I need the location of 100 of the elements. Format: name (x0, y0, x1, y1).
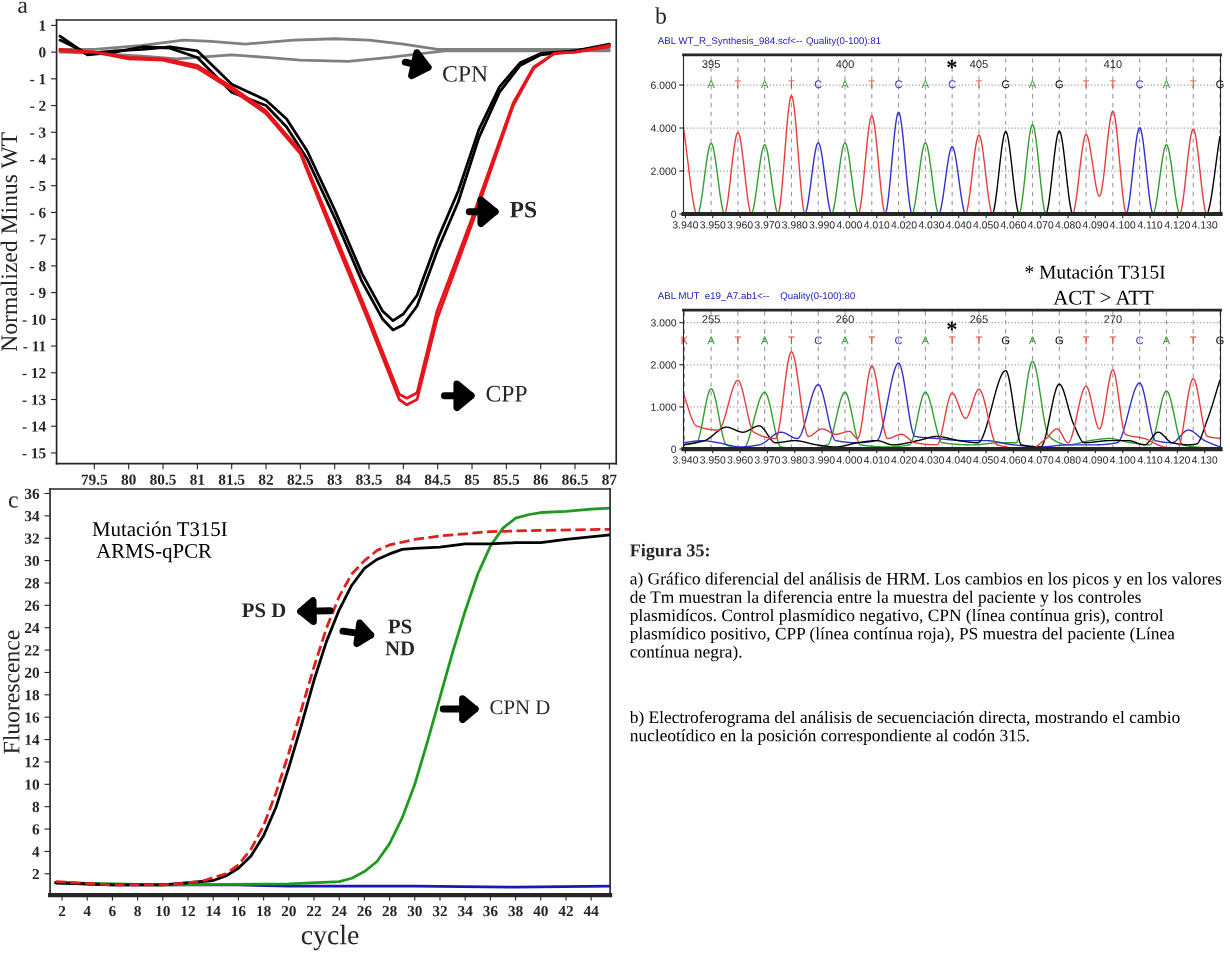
x-tick-label: 4.090 (1082, 221, 1108, 229)
y-tick-label: 36 (24, 488, 40, 499)
y-tick-label: 0 (671, 210, 677, 218)
x-tick-label: 87 (602, 474, 617, 485)
x-tick-label: 3.970 (754, 456, 781, 464)
x-tick-label: 4.050 (973, 221, 999, 229)
y-tick-label: - 4 (30, 154, 46, 165)
y-tick-label: 12 (25, 757, 39, 768)
x2-tick-label: 270 (1104, 315, 1122, 324)
x-tick-label: 2 (58, 905, 66, 917)
text: ABL WT_R_Synthesis_984.scf<-- (657, 36, 803, 47)
x-tick-label: 30 (407, 905, 422, 917)
x-tick-label: 81 (190, 474, 205, 485)
x-tick-label: 3.970 (754, 221, 781, 229)
x-tick-label: 8 (134, 905, 141, 917)
x-tick-label: 82.5 (287, 474, 314, 485)
x-tick-label: 4.080 (1055, 456, 1081, 464)
x-tick-label: 83.5 (356, 474, 382, 485)
chart-title: b (655, 7, 666, 24)
y-tick-label: - 9 (30, 287, 46, 299)
text: Quality(0-100):81 (806, 36, 881, 47)
x-tick-label: 6 (109, 905, 116, 917)
x-tick-label: 14 (206, 905, 221, 917)
y-tick-label: 8 (32, 801, 40, 813)
x-tick-label: 4.010 (863, 456, 890, 464)
y-tick-label: 6.000 (651, 81, 677, 89)
x-tick-label: 3.940 (672, 221, 699, 229)
x-tick-label: 4.050 (973, 456, 999, 464)
x2-tick-label: 405 (969, 60, 988, 69)
x-axis-title: cycle (301, 924, 359, 951)
x-tick-label: 84 (396, 474, 411, 485)
y-tick-label: - 10 (22, 314, 46, 325)
x-tick-label: 38 (508, 905, 523, 917)
x-tick-label: 3.940 (672, 456, 699, 464)
y-tick-label: - 7 (30, 234, 46, 245)
x-tick-label: 84.5 (424, 474, 451, 485)
x-tick-label: 24 (332, 905, 347, 917)
x-tick-label: 3.950 (700, 456, 726, 464)
x-tick-label: 4.130 (1191, 221, 1218, 229)
x-tick-label: 86.5 (562, 474, 588, 485)
x-tick-label: 79.5 (81, 474, 108, 485)
y-tick-label: 3.000 (650, 319, 677, 327)
annotation: PS ND (385, 619, 415, 656)
text: a) Gráfico diferencial del análisis de HRM. Los cambios en los picos y en los valores de Tm muestran la diferencia entre la muestra del paciente y los controles plasmidícos. Control plasmídico negativo, CPN (línea contínua gris), control plasmídico positivo, CPP (línea contínua roja), PS muestra del paciente (Línea contínua negra). (630, 572, 1222, 662)
y-tick-label: - 11 (23, 341, 46, 352)
text: b) Electroferograma del análisis de secuenciación directa, mostrando el cambio nucleotídico en la posición correspondiente al codón 315. (629, 710, 1180, 745)
x-tick-label: 80.5 (150, 474, 176, 485)
y-tick-label: - 2 (30, 100, 46, 111)
x2-tick-label: 265 (970, 315, 988, 324)
x-tick-label: 4.060 (1000, 456, 1026, 464)
x-tick-label: 4.120 (1164, 221, 1190, 229)
y-tick-label: - 3 (30, 127, 46, 138)
x-tick-label: 4.030 (918, 221, 945, 229)
x-tick-label: 32 (432, 905, 447, 917)
x-tick-label: 40 (533, 905, 548, 917)
y-tick-label: - 5 (30, 181, 46, 192)
x-tick-label: 10 (156, 905, 170, 917)
y-tick-label: 4.000 (650, 124, 677, 132)
x2-tick-label: 260 (836, 315, 854, 324)
y-tick-label: 2.000 (651, 167, 677, 175)
y-tick-label: 30 (24, 555, 40, 567)
x-tick-label: 4.070 (1027, 456, 1054, 464)
y-tick-label: 0 (39, 47, 46, 58)
y-tick-label: - 1 (30, 74, 46, 85)
x-tick-label: 85.5 (493, 474, 520, 485)
x-tick-label: 42 (558, 905, 573, 917)
x2-tick-label: 410 (1103, 60, 1122, 69)
chart-title: a (18, 1, 28, 14)
x-tick-label: 3.990 (809, 456, 835, 464)
y-tick-label: 22 (25, 645, 39, 656)
y-tick-label: 4 (32, 846, 40, 857)
y-tick-label: - 12 (22, 367, 46, 379)
x-tick-label: 3.990 (809, 221, 835, 229)
x2-tick-label: 255 (702, 315, 720, 324)
x-tick-label: 4.040 (945, 456, 972, 464)
x-tick-label: 85 (464, 474, 480, 485)
x-tick-label: 4.060 (1000, 221, 1026, 229)
x-tick-label: 20 (281, 905, 296, 917)
x-tick-label: 4.090 (1082, 456, 1108, 464)
x-tick-label: 4.100 (1109, 221, 1136, 229)
y-tick-label: 34 (24, 511, 40, 522)
y-axis-title: Normalized Minus WT (0, 132, 18, 352)
text: ABL MUT e19_A7.ab1<-- (657, 291, 769, 301)
x-tick-label: 4.110 (1137, 221, 1163, 229)
x2-tick-label: 395 (702, 60, 720, 69)
y-tick-label: 28 (25, 578, 40, 589)
annotation: * (947, 59, 957, 69)
text: * Mutación T315I (1025, 264, 1165, 279)
annotation: CPN D (490, 700, 550, 715)
x-tick-label: 22 (307, 905, 321, 917)
x-tick-label: 4.040 (945, 221, 972, 229)
x-tick-label: 16 (232, 905, 246, 917)
y-tick-label: 1 (39, 20, 46, 31)
y-tick-label: 0 (671, 445, 677, 453)
chart-title: c (8, 496, 18, 508)
annotation: Mutación T315I ARMS-qPCR (92, 521, 227, 563)
x-tick-label: 4.080 (1055, 221, 1081, 229)
text: Figura 35: (630, 543, 709, 561)
annotation: CPP (486, 385, 527, 402)
x-tick-label: 28 (382, 905, 397, 917)
